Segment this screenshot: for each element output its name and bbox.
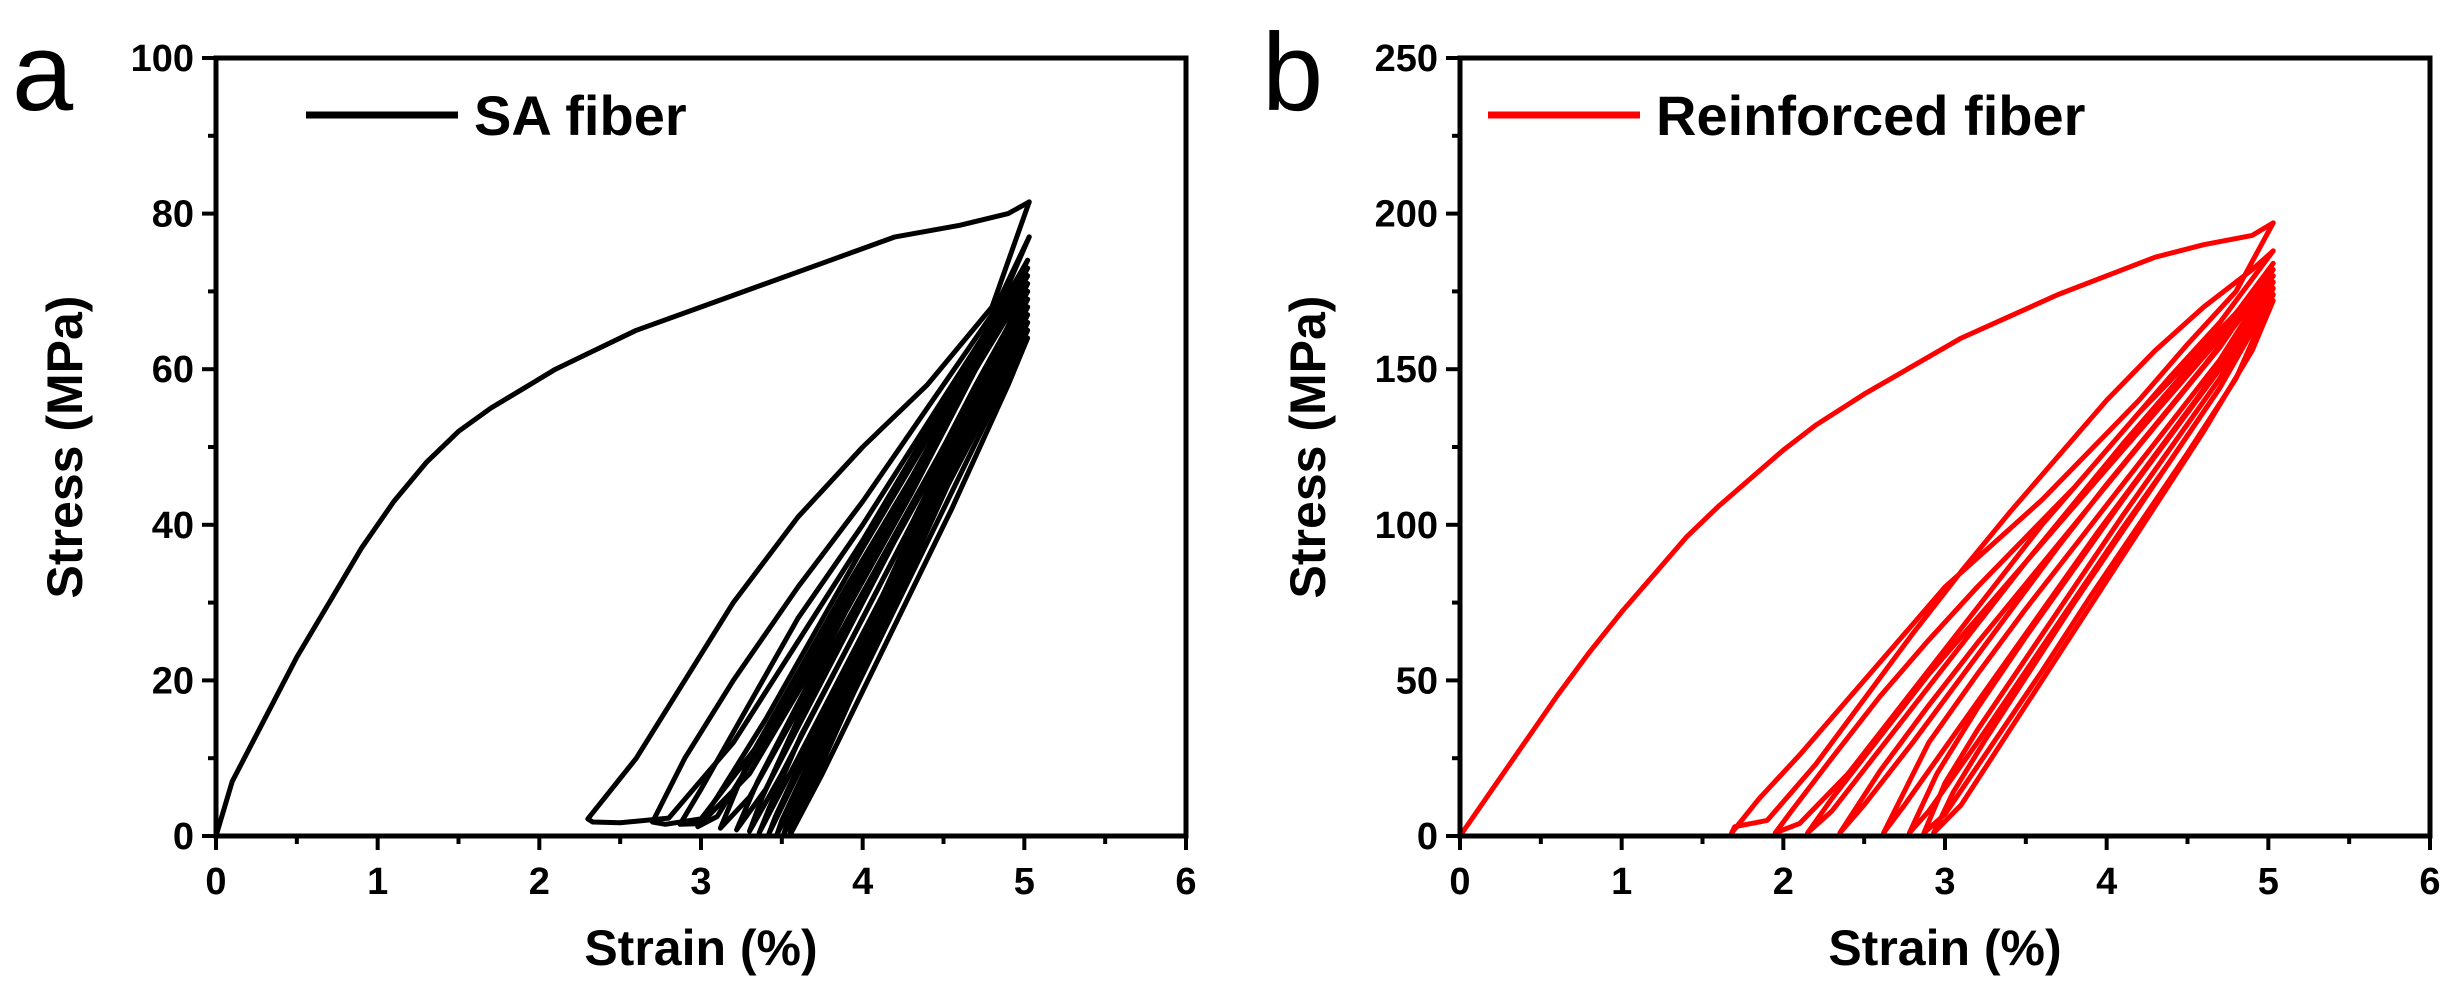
panel-a-x-tick-label: 0 [205, 861, 226, 903]
panel-b-plot-lines [1457, 220, 2276, 839]
panel-b-x-tick-label: 0 [1449, 861, 1470, 903]
panel-b: b 0 1 2 3 4 5 6 0 50 100 150 200 250 Reinforced fibe… [1262, 11, 2441, 976]
panel-a-y-tick-label: 40 [152, 505, 194, 547]
panel-a-series-0 [213, 199, 1032, 839]
panel-a-series-3 [677, 257, 1031, 827]
panel-b-label: b [1262, 11, 1323, 134]
panel-b-axes: 0 1 2 3 4 5 6 0 50 100 150 200 250 [1375, 38, 2441, 903]
panel-a-y-tick-label: 100 [131, 38, 194, 80]
panel-a-legend-label: SA fiber [474, 84, 687, 147]
panel-a-x-tick-label: 1 [367, 861, 388, 903]
panel-b-x-tick-label: 3 [1934, 861, 1955, 903]
panel-a-x-axis-title: Strain (%) [584, 920, 817, 976]
panel-b-x-tick-label: 2 [1773, 861, 1794, 903]
panel-a-series-11 [780, 320, 1031, 838]
panel-a-x-tick-label: 4 [852, 861, 873, 903]
panel-b-series-3 [1805, 260, 2276, 836]
panel-a-label: a [12, 11, 74, 134]
panel-a-x-tick-label: 5 [1014, 861, 1035, 903]
panel-a-legend: SA fiber [306, 84, 687, 147]
panel-b-y-axis-title: Stress (MPa) [1280, 296, 1336, 599]
panel-a-series-4 [695, 265, 1031, 830]
panel-b-x-tick-label: 5 [2258, 861, 2279, 903]
panel-b-x-tick-label: 4 [2096, 861, 2117, 903]
panel-b-y-tick-label: 250 [1375, 38, 1438, 80]
panel-b-legend-label: Reinforced fiber [1656, 84, 2085, 147]
panel-a-y-tick-label: 20 [152, 660, 194, 702]
panel-b-series-2 [1772, 248, 2276, 836]
panel-b-x-tick-label: 1 [1611, 861, 1632, 903]
panel-b-y-tick-label: 50 [1396, 660, 1438, 702]
panel-b-series-0 [1457, 220, 2276, 839]
panel-b-series-1 [1729, 220, 2276, 836]
panel-a-series-1 [585, 199, 1032, 826]
panel-a-series-12 [787, 327, 1031, 838]
panel-b-y-tick-label: 100 [1375, 505, 1438, 547]
panel-b-legend: Reinforced fiber [1488, 84, 2085, 147]
panel-a-plot-lines [213, 199, 1032, 839]
panel-b-series-4 [1837, 267, 2276, 836]
panel-b-series-8 [1931, 292, 2276, 836]
panel-b-series-5 [1881, 273, 2276, 836]
panel-b-y-tick-label: 0 [1417, 816, 1438, 858]
panel-b-y-tick-label: 150 [1375, 349, 1438, 391]
panel-a-x-tick-label: 6 [1175, 861, 1196, 903]
panel-b-series-7 [1921, 285, 2276, 836]
panel-b-x-tick-label: 6 [2419, 861, 2440, 903]
panel-a-y-tick-label: 60 [152, 349, 194, 391]
panel-a-x-tick-label: 3 [690, 861, 711, 903]
panel-a-y-tick-label: 80 [152, 194, 194, 236]
panel-a-y-axis-title: Stress (MPa) [37, 296, 93, 599]
panel-b-y-tick-label: 200 [1375, 194, 1438, 236]
panel-a-y-tick-label: 0 [173, 816, 194, 858]
panel-b-x-axis-title: Strain (%) [1828, 920, 2061, 976]
panel-a-plot-frame [213, 55, 1189, 839]
panel-a-x-tick-label: 2 [529, 861, 550, 903]
